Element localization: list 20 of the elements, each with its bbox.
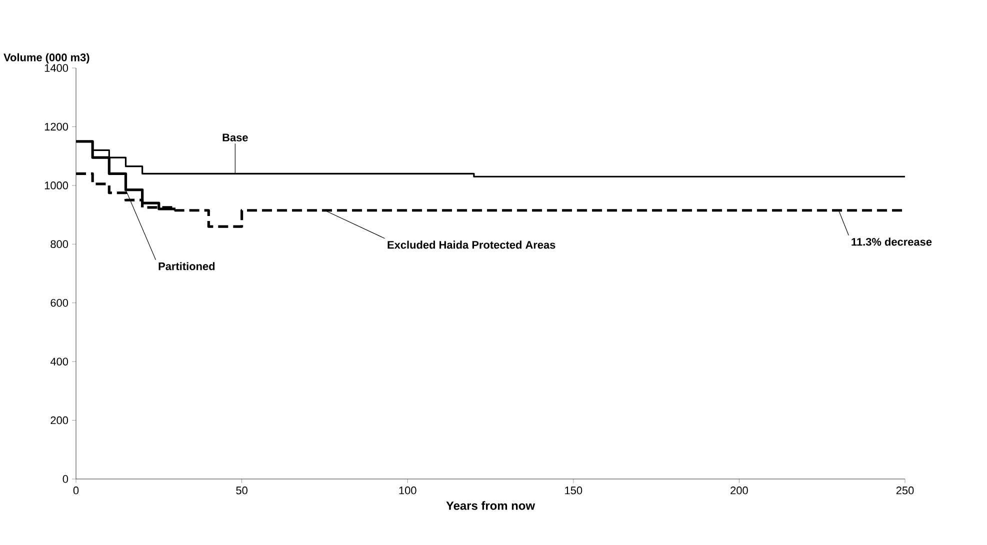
- text: Partitioned: [158, 262, 215, 270]
- y-tick-label: 400: [50, 358, 68, 366]
- x-axis-title: Years from now: [446, 501, 536, 510]
- x-tick-label: 100: [399, 486, 416, 494]
- y-tick-label: 600: [50, 298, 68, 307]
- y-tick-label: 1400: [44, 64, 68, 72]
- x-tick-label: 250: [896, 486, 914, 494]
- x-tick-label: 50: [236, 486, 248, 494]
- y-tick-label: 200: [50, 416, 68, 424]
- y-axis-title: Volume (000 m3): [4, 53, 90, 64]
- x-tick-label: 0: [73, 486, 79, 494]
- y-tick-label: 0: [62, 475, 68, 483]
- y-tick-label: 1000: [44, 182, 68, 190]
- x-tick-label: 200: [730, 486, 748, 494]
- text: Excluded Haida Protected Areas: [388, 240, 556, 249]
- x-tick-label: 150: [565, 486, 582, 494]
- text: Base: [222, 134, 248, 142]
- annotation: 11.3% decrease: [852, 238, 932, 246]
- y-tick-label: 800: [50, 240, 68, 248]
- y-tick-label: 1200: [44, 122, 68, 131]
